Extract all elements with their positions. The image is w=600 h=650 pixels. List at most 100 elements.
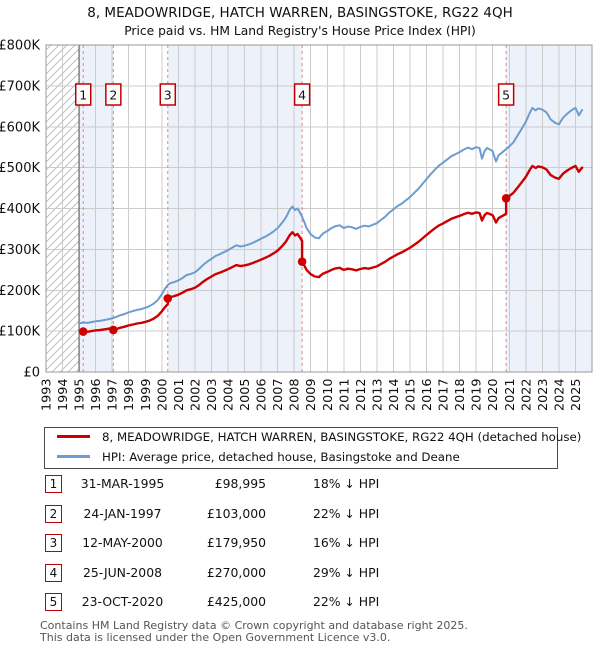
sale-marker-box [105, 83, 122, 106]
sale-hpi-difference: 29% ↓ HPI [313, 564, 380, 580]
x-tick-label: 2005 [238, 378, 253, 411]
x-tick-label: 2002 [188, 378, 203, 411]
sale-date: 12-MAY-2000 [82, 535, 163, 550]
legend-row-price-paid: 8, MEADOWRIDGE, HATCH WARREN, BASINGSTOK… [45, 430, 581, 448]
y-tick-label: £0 [23, 366, 40, 381]
y-tick-label: £800K [0, 39, 40, 54]
x-tick-label: 1998 [122, 378, 137, 411]
sale-marker-box [159, 83, 177, 106]
x-tick-label: 2016 [420, 378, 435, 411]
sale-number-badge: 2 [45, 504, 62, 523]
y-tick-label: £100K [0, 325, 40, 340]
sale-price: £425,000 [206, 594, 266, 609]
page-title: 8, MEADOWRIDGE, HATCH WARREN, BASINGSTOK… [87, 5, 513, 21]
page-subtitle: Price paid vs. HM Land Registry's House … [124, 24, 476, 38]
x-tick-label: 2019 [470, 378, 485, 411]
sale-date: 23-OCT-2020 [81, 594, 164, 609]
sale-table-row: 5 23-OCT-2020 £425,000 22% ↓ HPI [0, 593, 600, 615]
y-tick-label: £300K [0, 243, 40, 258]
footer-line-1: Contains HM Land Registry data © Crown c… [40, 619, 468, 632]
sale-hpi-difference: 22% ↓ HPI [313, 594, 380, 609]
x-tick-label: 1995 [73, 378, 88, 411]
sale-marker-label: 2 [109, 88, 117, 103]
x-tick-label: 1994 [56, 378, 71, 411]
sale-hpi-difference: 16% ↓ HPI [313, 535, 380, 550]
price-chart: 1 2 3 4 5 £0 £100K £200K £300K £400K £500K £600K £70… [0, 39, 593, 411]
sale-point [501, 193, 511, 203]
y-tick-label: £200K [0, 284, 40, 299]
x-tick-label: 2008 [288, 378, 303, 411]
sale-price: £103,000 [206, 505, 266, 521]
sale-price: £98,995 [214, 476, 266, 491]
sale-hpi-difference: 18% ↓ HPI [313, 476, 380, 491]
y-tick-label: £500K [0, 161, 40, 176]
sale-marker-box [293, 83, 311, 106]
sale-point [163, 294, 173, 303]
license-footer: Contains HM Land Registry data © Crown c… [40, 620, 468, 643]
sale-number-badge: 4 [45, 563, 62, 582]
sale-price: £179,950 [206, 535, 266, 550]
y-tick-label: £600K [0, 120, 40, 135]
x-tick-label: 2010 [321, 378, 336, 411]
sale-point [109, 325, 118, 335]
sale-date: 31-MAR-1995 [80, 476, 165, 491]
x-tick-label: 1997 [106, 378, 121, 411]
x-tick-label: 2001 [172, 378, 187, 411]
sale-number-badge: 5 [45, 593, 62, 611]
x-tick-label: 2006 [255, 378, 270, 411]
sale-number-badge: 3 [45, 534, 62, 552]
x-tick-label: 2021 [503, 378, 518, 411]
price-paid-line-sample [57, 434, 90, 438]
plot-border [45, 44, 593, 373]
x-tick-label: 2011 [337, 378, 352, 411]
sale-date: 24-JAN-1997 [83, 505, 162, 521]
x-tick-label: 2015 [404, 378, 419, 411]
footer-line-2: This data is licensed under the Open Gov… [40, 630, 391, 644]
x-tick-label: 2022 [519, 378, 534, 411]
x-tick-label: 1999 [139, 378, 154, 411]
sale-marker-label: 1 [79, 88, 87, 103]
sale-price: £270,000 [206, 564, 266, 580]
chart-legend: 8, MEADOWRIDGE, HATCH WARREN, BASINGSTOK… [44, 427, 581, 469]
sale-table-row: 4 25-JUN-2008 £270,000 29% ↓ HPI [0, 563, 600, 586]
sale-marker-box [74, 83, 92, 106]
sale-marker-box [497, 83, 515, 106]
sale-number-badge: 1 [45, 475, 62, 493]
y-tick-label: £700K [0, 79, 40, 94]
sale-point [297, 257, 307, 266]
legend-row-hpi: HPI: Average price, detached house, Basi… [45, 450, 557, 468]
legend-label-hpi: HPI: Average price, detached house, Basi… [102, 450, 460, 464]
x-tick-label: 2023 [536, 378, 551, 411]
y-tick-label: £400K [0, 202, 40, 217]
sale-marker-label: 4 [298, 88, 306, 103]
x-tick-label: 2020 [486, 378, 501, 411]
hpi-line [78, 106, 584, 325]
sale-hpi-difference: 22% ↓ HPI [313, 505, 380, 521]
legend-label-price-paid: 8, MEADOWRIDGE, HATCH WARREN, BASINGSTOK… [102, 430, 582, 444]
x-tick-label: 2017 [437, 378, 452, 411]
x-tick-label: 2004 [222, 378, 237, 411]
sale-date: 25-JUN-2008 [83, 564, 162, 580]
x-tick-label: 2014 [387, 378, 402, 411]
x-tick-label: 2007 [271, 378, 286, 411]
sale-marker-label: 5 [502, 88, 510, 103]
sale-point [78, 327, 88, 336]
sale-table-row: 3 12-MAY-2000 £179,950 16% ↓ HPI [0, 534, 600, 556]
x-tick-label: 2012 [354, 378, 369, 411]
x-tick-label: 2003 [205, 378, 220, 411]
gridlines [46, 45, 592, 372]
hpi-line-sample [57, 454, 90, 458]
x-tick-label: 2025 [569, 378, 584, 411]
x-tick-label: 2013 [370, 378, 385, 411]
x-tick-label: 2000 [155, 378, 170, 411]
sale-table-row: 2 24-JAN-1997 £103,000 22% ↓ HPI [0, 504, 600, 527]
x-tick-label: 2018 [453, 378, 468, 411]
x-tick-label: 2009 [304, 378, 319, 411]
sale-marker-label: 3 [164, 88, 172, 103]
x-tick-label: 2024 [552, 378, 567, 411]
sale-table-row: 1 31-MAR-1995 £98,995 18% ↓ HPI [0, 475, 600, 497]
x-tick-label: 1996 [89, 378, 104, 411]
x-tick-label: 1993 [40, 378, 55, 411]
